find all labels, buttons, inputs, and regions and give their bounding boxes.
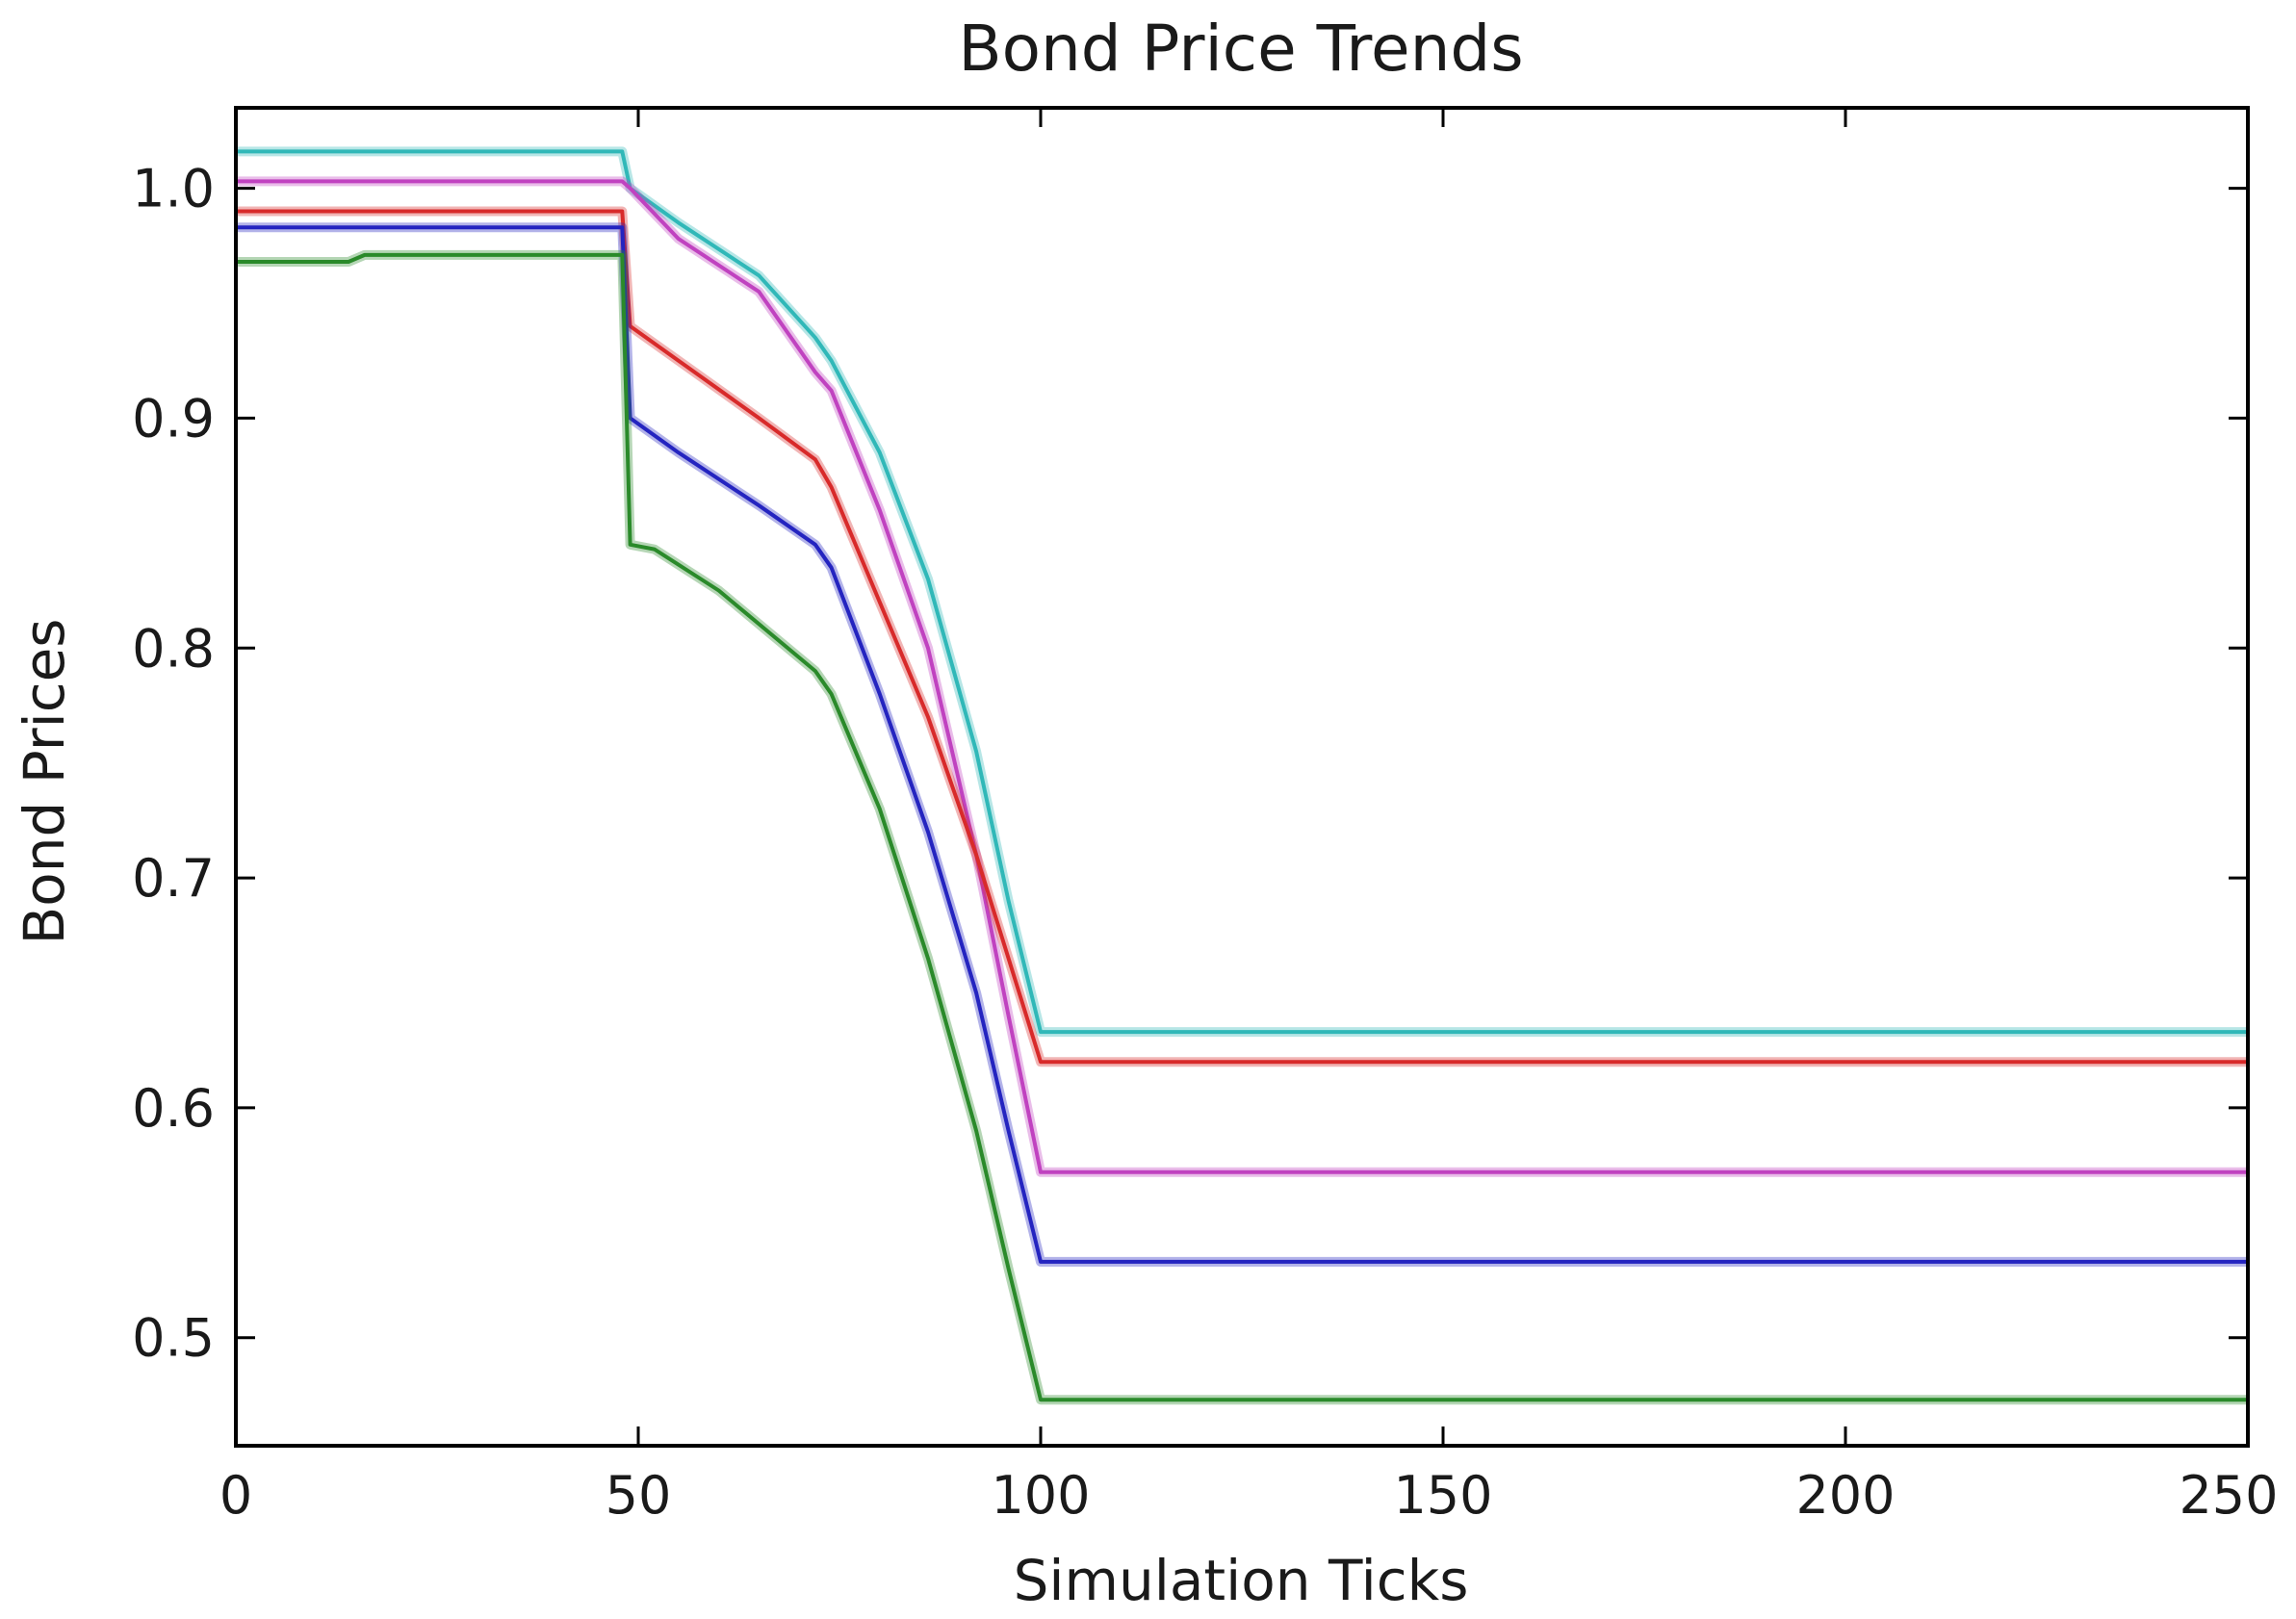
y-tick-label-0.9: 0.9 bbox=[132, 388, 215, 449]
series-line-2 bbox=[236, 179, 2248, 1174]
y-axis: 0.5 0.6 0.7 0.8 0.9 1.0 bbox=[132, 159, 2248, 1369]
y-tick-label-1.0: 1.0 bbox=[132, 159, 215, 219]
x-axis-label: Simulation Ticks bbox=[1014, 1548, 1469, 1613]
x-tick-label-150: 150 bbox=[1393, 1465, 1492, 1526]
y-tick-label-0.6: 0.6 bbox=[132, 1078, 215, 1139]
y-tick-label-0.8: 0.8 bbox=[132, 618, 215, 679]
series-line-3 bbox=[236, 209, 2248, 1065]
y-tick-label-0.7: 0.7 bbox=[132, 848, 215, 909]
series-line-4 bbox=[236, 225, 2248, 1264]
x-tick-label-200: 200 bbox=[1795, 1465, 1895, 1526]
plot-frame bbox=[234, 106, 2250, 1448]
x-tick-label-250: 250 bbox=[2179, 1465, 2278, 1526]
chart-title: Bond Price Trends bbox=[958, 12, 1523, 86]
y-tick-label-0.5: 0.5 bbox=[132, 1308, 215, 1369]
x-tick-label-50: 50 bbox=[606, 1465, 672, 1526]
plot-area bbox=[236, 146, 2248, 1405]
x-tick-label-100: 100 bbox=[991, 1465, 1090, 1526]
y-axis-label: Bond Prices bbox=[12, 619, 77, 945]
x-axis: 0 50 100 150 200 250 bbox=[219, 108, 2279, 1526]
series-line-5 bbox=[236, 252, 2248, 1402]
x-tick-label-0: 0 bbox=[219, 1465, 252, 1526]
